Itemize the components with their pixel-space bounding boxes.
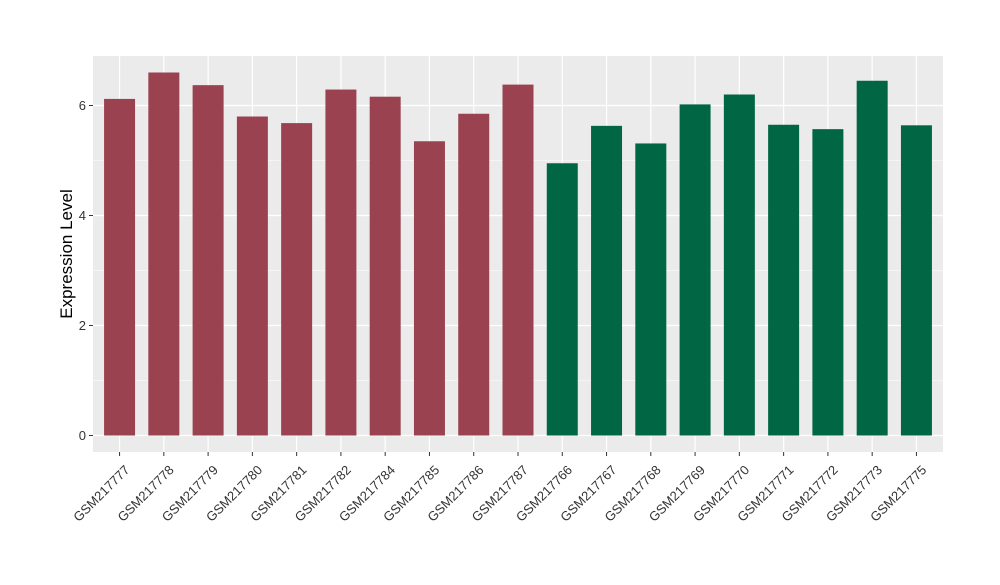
y-axis-label: Expression Level [57, 189, 76, 318]
bar [591, 125, 623, 436]
y-axis: 0 2 4 6 [79, 98, 93, 443]
y-tick-label: 2 [79, 318, 86, 333]
bar [236, 116, 268, 436]
bar [635, 143, 667, 436]
bar [413, 141, 445, 436]
bar [458, 113, 490, 436]
bar [192, 85, 224, 436]
bar [768, 124, 800, 436]
bar [325, 89, 357, 436]
bar [369, 96, 401, 436]
bar [104, 98, 136, 436]
bar [723, 94, 755, 436]
bar [546, 163, 578, 436]
y-tick-label: 0 [79, 428, 86, 443]
bar [281, 123, 313, 436]
bar [148, 72, 180, 436]
bar [812, 129, 844, 436]
bar [679, 104, 711, 436]
bar [502, 84, 534, 436]
bars [104, 72, 932, 436]
y-tick-label: 6 [79, 98, 86, 113]
y-tick-label: 4 [79, 208, 86, 223]
bar [856, 80, 888, 436]
bar [900, 125, 932, 436]
x-axis: GSM217777GSM217778GSM217779GSM217780GSM2… [70, 452, 929, 525]
